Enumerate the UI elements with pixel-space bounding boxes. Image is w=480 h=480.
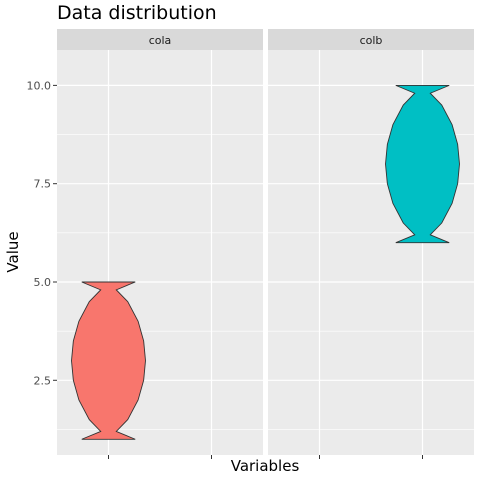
facet-panel-cola: cola — [57, 29, 263, 459]
violin-cola — [71, 281, 146, 440]
violin-colb — [385, 84, 460, 244]
facet-strip-label: cola — [149, 34, 172, 47]
chart-title: Data distribution — [57, 2, 217, 24]
y-tick-label: 10.0 — [27, 79, 52, 92]
y-tick-label: 5.0 — [34, 276, 52, 289]
y-tick-label: 2.5 — [34, 374, 52, 387]
facet-panel-colb: colb — [268, 29, 474, 459]
facet-panels: cola colb — [57, 29, 474, 459]
facet-strip — [268, 29, 474, 50]
facet-strip-label: colb — [360, 34, 383, 47]
x-axis-title: Variables — [231, 457, 300, 475]
y-axis-title: Value — [4, 231, 22, 272]
facet-strip — [57, 29, 263, 50]
y-axis: 2.5 5.0 7.5 10.0 — [27, 79, 57, 387]
y-tick-label: 7.5 — [34, 178, 52, 191]
